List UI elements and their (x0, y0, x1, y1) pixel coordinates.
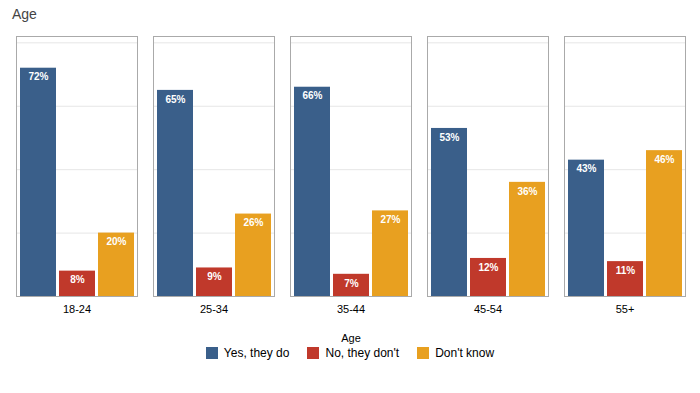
html-text:Don't know: Don't know (435, 346, 495, 360)
svg-text:55+: 55+ (616, 303, 635, 315)
svg-text:9%: 9% (207, 271, 222, 282)
svg-text:46%: 46% (654, 154, 674, 165)
svg-text:43%: 43% (576, 163, 596, 174)
svg-text:26%: 26% (243, 217, 263, 228)
svg-text:25-34: 25-34 (200, 303, 228, 315)
svg-text:Age: Age (341, 332, 361, 344)
html-text:Age: Age (12, 6, 37, 22)
svg-text:72%: 72% (28, 71, 48, 82)
svg-text:45-54: 45-54 (474, 303, 502, 315)
svg-text:12%: 12% (478, 262, 498, 273)
svg-text:35-44: 35-44 (337, 303, 365, 315)
svg-text:65%: 65% (165, 94, 185, 105)
svg-text:20%: 20% (106, 236, 126, 247)
svg-text:8%: 8% (70, 274, 85, 285)
svg-text:7%: 7% (344, 278, 359, 289)
svg-text:53%: 53% (439, 132, 459, 143)
svg-text:36%: 36% (517, 186, 537, 197)
svg-text:66%: 66% (302, 90, 322, 101)
svg-text:18-24: 18-24 (63, 303, 91, 315)
html-text:No, they don't: No, they don't (325, 346, 400, 360)
svg-text:27%: 27% (380, 214, 400, 225)
html-text:Yes, they do: Yes, they do (223, 346, 290, 360)
svg-text:11%: 11% (616, 265, 636, 276)
